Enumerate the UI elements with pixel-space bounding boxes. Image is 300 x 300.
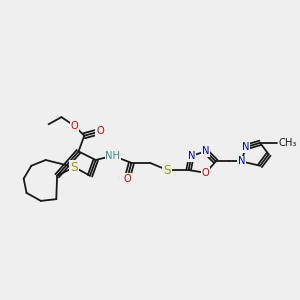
Text: O: O <box>123 174 131 184</box>
Text: N: N <box>188 151 195 161</box>
Text: N: N <box>242 142 250 152</box>
Text: N: N <box>238 156 245 167</box>
Text: N: N <box>202 146 209 156</box>
Text: S: S <box>164 164 171 176</box>
Text: O: O <box>96 126 104 136</box>
Text: CH₃: CH₃ <box>279 138 297 148</box>
Text: S: S <box>70 160 78 174</box>
Text: O: O <box>70 121 78 131</box>
Text: O: O <box>202 168 210 178</box>
Text: NH: NH <box>105 151 120 161</box>
